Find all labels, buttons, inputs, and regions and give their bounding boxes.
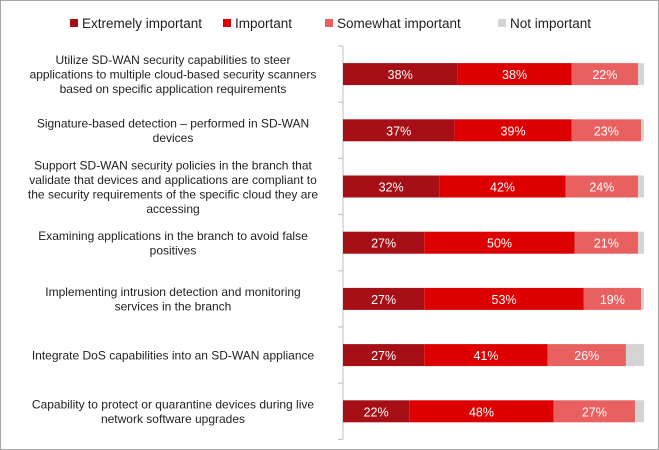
bar-segment — [641, 119, 644, 141]
data-label: 48% — [469, 405, 494, 419]
data-label: 24% — [589, 181, 614, 195]
category-label: Examining applications in the branch to … — [38, 229, 308, 258]
bar-segment — [641, 288, 644, 310]
category-label: Signature-based detection – performed in… — [37, 117, 309, 146]
legend-item: Extremely important — [70, 16, 202, 31]
category-label: Integrate DoS capabilities into an SD-WA… — [32, 349, 315, 363]
bar-segment — [638, 232, 644, 254]
category-label-line: Utilize SD-WAN security capabilities to … — [56, 53, 291, 67]
data-label: 38% — [502, 68, 527, 82]
category-label-line: accessing — [146, 202, 199, 216]
data-label: 27% — [371, 237, 396, 251]
legend-swatch — [325, 19, 333, 27]
legend-swatch — [70, 19, 78, 27]
legend-item: Somewhat important — [325, 16, 461, 31]
data-label: 37% — [386, 124, 411, 138]
data-label: 22% — [364, 405, 389, 419]
legend-item: Important — [223, 16, 292, 31]
legend-label: Not important — [510, 16, 591, 31]
data-label: 26% — [574, 349, 599, 363]
data-label: 50% — [487, 237, 512, 251]
category-label: Capability to protect or quarantine devi… — [32, 398, 314, 427]
legend-label: Extremely important — [82, 16, 202, 31]
category-label-line: the security requirements of the specifi… — [28, 187, 318, 201]
legend-swatch — [223, 19, 231, 27]
data-label: 27% — [371, 293, 396, 307]
data-label: 42% — [490, 181, 515, 195]
data-label: 23% — [594, 124, 619, 138]
category-label-line: positives — [150, 243, 197, 257]
bar-segment — [626, 344, 644, 366]
data-label: 39% — [501, 124, 526, 138]
category-label-line: Capability to protect or quarantine devi… — [32, 398, 314, 412]
bar-segment — [638, 63, 644, 85]
category-label-line: services in the branch — [115, 300, 232, 314]
data-label: 21% — [594, 237, 619, 251]
category-label: Support SD-WAN security policies in the … — [28, 158, 318, 216]
category-label-line: Implementing intrusion detection and mon… — [45, 285, 300, 299]
legend-swatch — [498, 19, 506, 27]
data-label: 38% — [388, 68, 413, 82]
category-label-line: based on specific application requiremen… — [60, 82, 287, 96]
bar-segment — [635, 400, 644, 422]
data-label: 53% — [492, 293, 517, 307]
category-label: Implementing intrusion detection and mon… — [45, 285, 300, 314]
data-label: 41% — [473, 349, 498, 363]
legend-label: Important — [235, 16, 292, 31]
category-label-line: network software upgrades — [101, 412, 245, 426]
category-label-line: Integrate DoS capabilities into an SD-WA… — [32, 349, 315, 363]
category-label-line: Support SD-WAN security policies in the … — [34, 158, 312, 172]
legend-label: Somewhat important — [337, 16, 461, 31]
category-label-line: validate that devices and applications a… — [29, 173, 317, 187]
data-label: 32% — [379, 181, 404, 195]
data-label: 27% — [582, 405, 607, 419]
category-label-line: Signature-based detection – performed in… — [37, 117, 309, 131]
legend-item: Not important — [498, 16, 591, 31]
category-label-line: applications to multiple cloud-based sec… — [30, 68, 317, 82]
data-label: 22% — [592, 68, 617, 82]
data-label: 19% — [600, 293, 625, 307]
category-label: Utilize SD-WAN security capabilities to … — [30, 53, 317, 96]
data-label: 27% — [371, 349, 396, 363]
category-label-line: devices — [153, 131, 194, 145]
bar-segment — [638, 176, 644, 198]
category-label-line: Examining applications in the branch to … — [38, 229, 308, 243]
